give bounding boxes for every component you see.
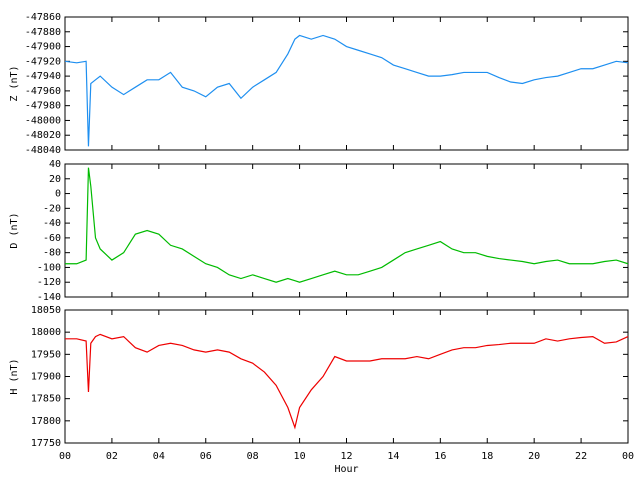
y-tick-label: -48040 (25, 145, 61, 156)
x-tick-label: 14 (387, 451, 399, 462)
y-tick-label: 0 (55, 189, 61, 200)
plot-frame (64, 163, 629, 298)
x-axis-label: Hour (334, 464, 358, 475)
y-tick-label: -40 (43, 218, 61, 229)
data-line (65, 167, 629, 283)
x-tick-label: 02 (106, 451, 118, 462)
x-tick-label: 04 (153, 451, 165, 462)
y-tick-label: -140 (37, 292, 61, 303)
y-tick-label: 17900 (31, 372, 61, 383)
x-tick-label: 12 (340, 451, 352, 462)
y-tick-label: -80 (43, 248, 61, 259)
y-tick-label: -47980 (25, 101, 61, 112)
x-tick-label: 22 (575, 451, 587, 462)
y-tick-label: -100 (37, 262, 61, 273)
y-tick-label: 18050 (31, 305, 61, 316)
data-line (64, 34, 629, 147)
y-tick-label: -47960 (25, 86, 61, 97)
y-tick-label: -47900 (25, 42, 61, 53)
data-line (65, 333, 629, 430)
plot-frame (64, 16, 629, 151)
x-tick-label: 10 (294, 451, 306, 462)
y-tick-label: 20 (49, 174, 61, 185)
x-tick-label: 00 (622, 451, 634, 462)
y-tick-label: 17950 (31, 349, 61, 360)
y-tick-label: -47880 (25, 27, 61, 38)
y-tick-label: -20 (43, 203, 61, 214)
y-tick-label: -47940 (25, 71, 61, 82)
y-axis-label: Z (nT) (9, 65, 20, 101)
x-tick-label: 00 (59, 451, 71, 462)
plot-frame (64, 309, 629, 444)
y-tick-label: 40 (49, 159, 61, 170)
x-tick-label: 08 (247, 451, 259, 462)
x-tick-label: 20 (528, 451, 540, 462)
y-tick-label: 17850 (31, 394, 61, 405)
x-tick-label: 16 (434, 451, 446, 462)
y-tick-label: -120 (37, 277, 61, 288)
x-tick-label: 06 (200, 451, 212, 462)
y-tick-label: -60 (43, 233, 61, 244)
y-axis-label: D (nT) (9, 212, 20, 248)
y-tick-label: -48000 (25, 115, 61, 126)
y-tick-label: 17800 (31, 416, 61, 427)
y-tick-label: 17750 (31, 438, 61, 449)
y-tick-label: 18000 (31, 327, 61, 338)
y-axis-label: H (nT) (9, 358, 20, 394)
y-tick-label: -47920 (25, 56, 61, 67)
y-tick-label: -47860 (25, 12, 61, 23)
y-tick-label: -48020 (25, 130, 61, 141)
x-tick-label: 18 (481, 451, 493, 462)
